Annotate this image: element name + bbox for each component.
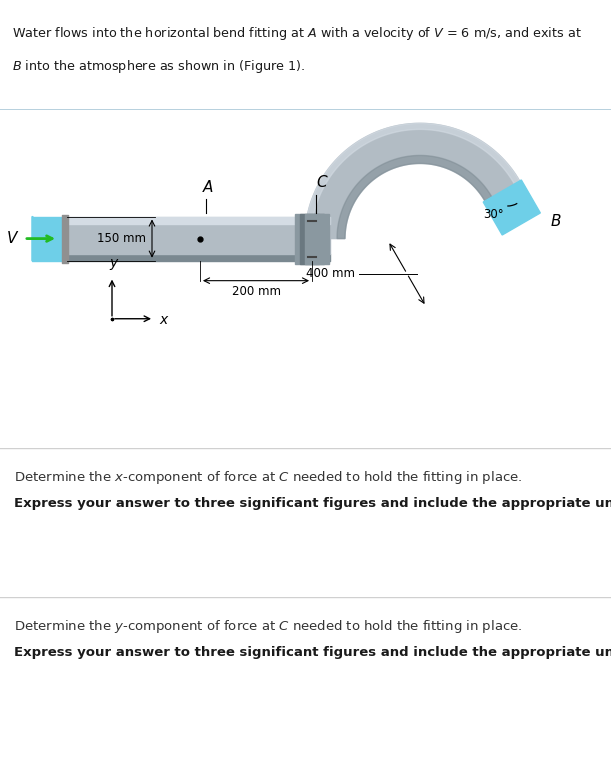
Text: 150 mm: 150 mm xyxy=(97,232,146,245)
Text: $B$ into the atmosphere as shown in (Figure 1).: $B$ into the atmosphere as shown in (Fig… xyxy=(12,58,306,75)
Polygon shape xyxy=(337,155,492,239)
Text: y: y xyxy=(109,256,117,269)
Text: V: V xyxy=(7,231,17,246)
Text: A: A xyxy=(203,180,213,195)
Text: Determine the $x$-component of force at $C$ needed to hold the fitting in place.: Determine the $x$-component of force at … xyxy=(14,470,522,486)
Bar xyxy=(295,214,319,263)
Text: Express your answer to three significant figures and include the appropriate uni: Express your answer to three significant… xyxy=(14,497,611,511)
Bar xyxy=(305,214,329,263)
Polygon shape xyxy=(483,180,540,235)
Bar xyxy=(300,214,324,263)
Text: Express your answer to three significant figures and include the appropriate uni: Express your answer to three significant… xyxy=(14,646,611,659)
Text: 200 mm: 200 mm xyxy=(232,285,280,298)
Text: C: C xyxy=(316,176,327,190)
Text: B: B xyxy=(551,215,561,230)
Text: x: x xyxy=(159,313,167,326)
Text: Water flows into the horizontal bend fitting at $A$ with a velocity of $V$ = 6 m: Water flows into the horizontal bend fit… xyxy=(12,25,582,42)
Polygon shape xyxy=(305,123,519,239)
Polygon shape xyxy=(305,123,519,239)
Text: Determine the $y$-component of force at $C$ needed to hold the fitting in place.: Determine the $y$-component of force at … xyxy=(14,619,522,635)
Text: 30°: 30° xyxy=(483,208,503,221)
Polygon shape xyxy=(32,217,37,260)
Text: 400 mm: 400 mm xyxy=(306,267,355,280)
